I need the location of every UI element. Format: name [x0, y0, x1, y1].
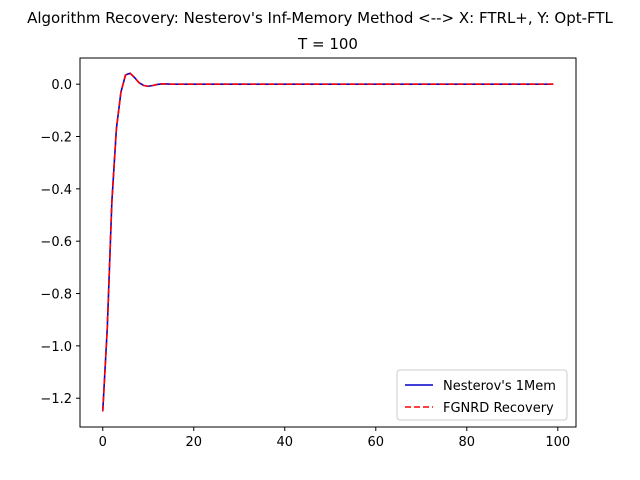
axes-frame: [79, 57, 577, 428]
x-tick-label: 20: [185, 435, 202, 450]
plot-area: 0 20 40 60 80 100 0.0 −0.2 −0.4 −0.6 −0.8 −1.0 −1.2: [40, 57, 577, 450]
y-tick-label: −1.2: [40, 392, 72, 407]
x-tick-label: 0: [99, 435, 107, 450]
y-tick-label: 0.0: [51, 78, 72, 93]
legend: Nesterov's 1Mem FGNRD Recovery: [396, 369, 568, 421]
y-tick-label: −0.6: [40, 235, 72, 250]
legend-label-2: FGNRD Recovery: [443, 401, 554, 416]
y-tick-label: −0.8: [40, 288, 72, 303]
x-tick-label: 40: [276, 435, 293, 450]
series-line-1: [101, 72, 554, 412]
y-tick-label: −0.4: [40, 183, 72, 198]
y-tick-label: −1.0: [40, 340, 72, 355]
legend-frame: [396, 369, 568, 421]
axes-title: T = 100: [297, 35, 358, 53]
x-tick-label: 100: [545, 435, 570, 450]
x-tick-label: 60: [368, 435, 385, 450]
x-tick-label: 80: [459, 435, 476, 450]
y-tick-label: −0.2: [40, 131, 72, 146]
series-line-2: [101, 72, 554, 412]
figure-suptitle: Algorithm Recovery: Nesterov's Inf-Memor…: [27, 9, 613, 27]
legend-label-1: Nesterov's 1Mem: [443, 379, 556, 394]
